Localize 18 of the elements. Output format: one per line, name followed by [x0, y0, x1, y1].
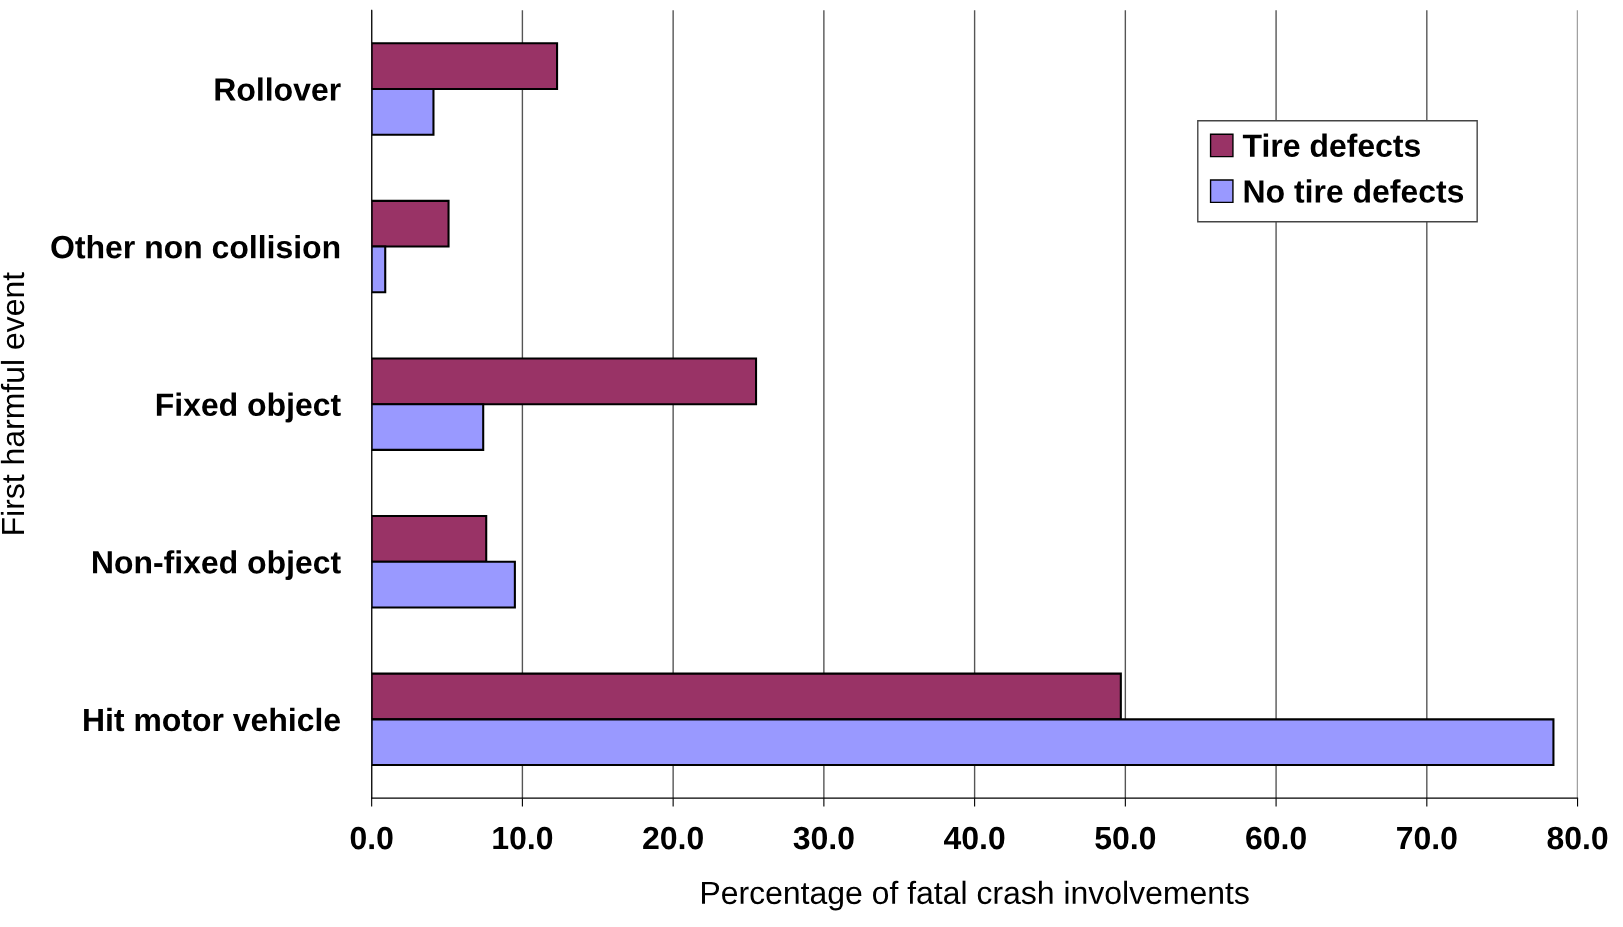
legend-label: No tire defects: [1244, 179, 1464, 203]
x-tick-label: 0.0: [350, 826, 393, 850]
legend-label: Tire defects: [1242, 133, 1420, 157]
x-tick-label: 20.0: [643, 826, 703, 850]
x-tick-label: 70.0: [1397, 826, 1457, 850]
x-axis-title: Percentage of fatal crash involvements: [702, 880, 1249, 911]
y-tick-label: Other non collision: [51, 235, 340, 259]
y-tick-label: Rollover: [215, 77, 341, 101]
x-tick-label: 10.0: [493, 826, 553, 850]
y-tick-label: Hit motor vehicle: [84, 707, 341, 732]
x-tick-label: 50.0: [1095, 826, 1156, 850]
x-tick-label: 40.0: [944, 826, 1005, 850]
y-tick-label: Fixed object: [156, 392, 341, 423]
y-axis-title: First harmful event: [0, 272, 25, 534]
y-tick-label: Non-fixed object: [93, 550, 341, 580]
x-tick-label: 80.0: [1547, 826, 1608, 850]
x-tick-label: 60.0: [1246, 826, 1306, 850]
x-tick-label: 30.0: [793, 826, 854, 850]
